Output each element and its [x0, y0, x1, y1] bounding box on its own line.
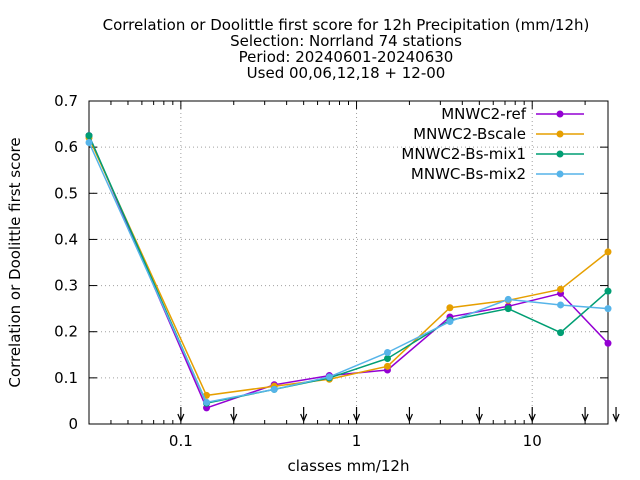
data-point [383, 354, 391, 362]
data-point [504, 295, 512, 303]
data-point [557, 301, 565, 309]
legend-marker [556, 110, 564, 118]
legend-marker [556, 150, 564, 158]
threshold-arrow [475, 407, 483, 423]
title-line: Correlation or Doolittle first score for… [103, 16, 590, 34]
series-lines [85, 132, 612, 412]
y-tick-label: 0.7 [54, 92, 78, 110]
legend-label: MNWC2-Bs-mix1 [401, 145, 526, 163]
data-point [85, 132, 93, 140]
legend-label: MNWC2-ref [441, 105, 526, 123]
data-point [604, 305, 612, 313]
threshold-arrow [300, 407, 308, 423]
legend-label: MNWC2-Bscale [413, 125, 526, 143]
series-line [88, 137, 609, 397]
y-tick-label: 0.5 [54, 184, 78, 202]
legend-item: MNWC2-Bscale [413, 125, 584, 143]
data-point [270, 385, 278, 393]
data-point [446, 318, 454, 326]
x-axis-label: classes mm/12h [288, 457, 410, 475]
legend-marker [556, 170, 564, 178]
data-point [604, 339, 612, 347]
x-tick-label: 1 [352, 432, 362, 450]
data-point [446, 304, 454, 312]
series-line [88, 142, 609, 404]
grid [89, 101, 608, 424]
series-MNWC2-Bscale [85, 134, 612, 399]
x-tick-label: 10 [523, 432, 542, 450]
threshold-arrow [581, 407, 589, 423]
x-tick-label: 0.1 [169, 432, 193, 450]
axis-ticks: 0 0.1 0.2 0.3 0.4 0.5 0.6 0.7 0.1 1 10 [54, 92, 608, 450]
legend-label: MNWC-Bs-mix2 [411, 165, 526, 183]
y-tick-label: 0 [68, 415, 78, 433]
y-tick-label: 0.2 [54, 323, 78, 341]
y-tick-label: 0.3 [54, 277, 78, 295]
y-tick-label: 0.4 [54, 230, 78, 248]
chart-title: Correlation or Doolittle first score for… [103, 16, 590, 82]
threshold-arrows [177, 407, 620, 423]
threshold-arrow [352, 407, 361, 423]
data-point [383, 362, 391, 370]
data-point [557, 285, 565, 293]
title-line: Selection: Norrland 74 stations [230, 32, 462, 50]
data-point [85, 139, 93, 147]
legend-item: MNWC2-Bs-mix1 [401, 145, 584, 163]
data-point [557, 329, 565, 337]
y-axis-label: Correlation or Doolittle first score [6, 137, 24, 387]
legend-item: MNWC-Bs-mix2 [411, 165, 584, 183]
data-point [203, 398, 211, 406]
data-point [325, 373, 333, 381]
data-point [504, 305, 512, 313]
series-line [88, 135, 609, 409]
data-point [604, 287, 612, 295]
data-point [604, 248, 612, 256]
title-line: Used 00,06,12,18 + 12-00 [247, 64, 446, 82]
series-MNWC-Bs-mix2 [85, 139, 612, 406]
legend: MNWC2-ref MNWC2-Bscale MNWC2-Bs-mix1 MNWC-B… [401, 105, 584, 183]
data-point [383, 348, 391, 356]
legend-marker [556, 130, 564, 138]
title-line: Period: 20240601-20240630 [239, 48, 454, 66]
y-tick-label: 0.6 [54, 138, 78, 156]
threshold-arrow [528, 407, 536, 423]
threshold-arrow [612, 407, 620, 423]
threshold-arrow [405, 407, 413, 423]
threshold-arrow [230, 407, 238, 423]
legend-item: MNWC2-ref [441, 105, 584, 123]
threshold-arrow [177, 407, 185, 423]
series-line [88, 135, 609, 405]
y-tick-label: 0.1 [54, 369, 78, 387]
